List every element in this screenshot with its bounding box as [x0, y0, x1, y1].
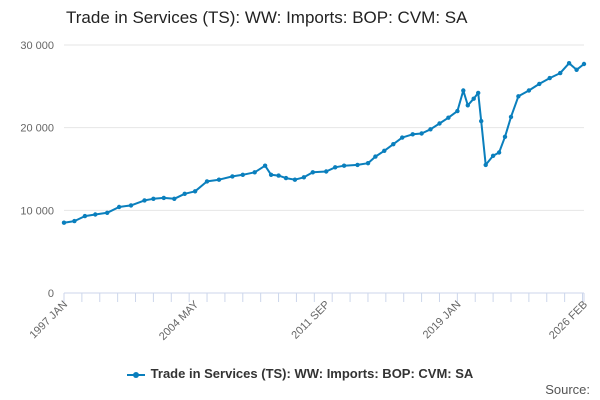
data-point [292, 177, 298, 182]
data-point [516, 94, 521, 99]
data-point [161, 195, 166, 201]
y-tick-label: 20 000 [20, 123, 54, 135]
data-point [192, 189, 198, 194]
data-point [455, 108, 460, 114]
data-point [508, 114, 514, 120]
legend-swatch [126, 370, 145, 380]
legend-label: Trade in Services (TS): WW: Imports: BOP… [150, 366, 474, 381]
data-point [172, 196, 177, 201]
data-point [61, 220, 67, 225]
data-point [461, 88, 466, 93]
data-point [581, 61, 587, 67]
data-point [391, 142, 396, 147]
x-tick-label: 2019 JAN [421, 299, 464, 342]
data-point [240, 172, 245, 177]
data-point [310, 170, 315, 175]
data-point [490, 153, 496, 158]
data-point [324, 169, 329, 174]
data-point [283, 175, 289, 181]
data-point [82, 213, 88, 219]
data-point [105, 210, 110, 215]
data-point [465, 103, 470, 108]
y-tick-label: 10 000 [20, 205, 54, 217]
data-point [182, 191, 187, 196]
data-point [230, 174, 235, 179]
source-label: Source: [545, 382, 590, 397]
x-tick-label: 1997 JAN [27, 299, 70, 342]
x-tick-label: 2026 FEB [547, 299, 590, 342]
data-point [151, 196, 156, 201]
data-point [537, 81, 542, 87]
data-point [142, 198, 147, 203]
data-point [566, 61, 572, 66]
data-point [547, 75, 552, 81]
data-point [400, 135, 405, 140]
series-line [63, 62, 585, 224]
chart-title: Trade in Services (TS): WW: Imports: BOP… [66, 8, 468, 27]
data-point [428, 127, 433, 132]
data-point [502, 134, 508, 139]
data-point [483, 162, 488, 168]
data-point [262, 163, 268, 168]
data-point [72, 218, 77, 224]
y-tick-label: 0 [48, 288, 54, 300]
data-point [333, 165, 338, 170]
data-point [116, 204, 122, 210]
data-point [204, 179, 210, 184]
data-point [382, 148, 387, 153]
data-point [252, 170, 257, 175]
x-tick-label: 2011 SEP [289, 299, 332, 342]
data-point [574, 67, 579, 73]
data-point [276, 173, 281, 178]
data-point [446, 115, 451, 120]
data-point [93, 212, 98, 217]
y-tick-label: 30 000 [20, 40, 54, 52]
data-point [355, 162, 360, 168]
data-point [365, 161, 371, 166]
legend[interactable]: Trade in Services (TS): WW: Imports: BOP… [0, 366, 600, 381]
data-point [373, 154, 378, 159]
data-point [301, 175, 307, 180]
data-point [216, 177, 222, 182]
data-point [341, 163, 347, 168]
data-point [419, 131, 424, 136]
data-point [479, 118, 484, 124]
data-point [526, 88, 532, 93]
x-tick-label: 2004 MAY [157, 298, 202, 343]
data-point [410, 132, 415, 137]
data-point [471, 96, 476, 101]
data-point [496, 150, 502, 155]
data-point [437, 121, 442, 126]
data-point [476, 90, 481, 96]
data-point [268, 172, 274, 177]
data-point [128, 203, 134, 208]
data-point [558, 70, 563, 76]
